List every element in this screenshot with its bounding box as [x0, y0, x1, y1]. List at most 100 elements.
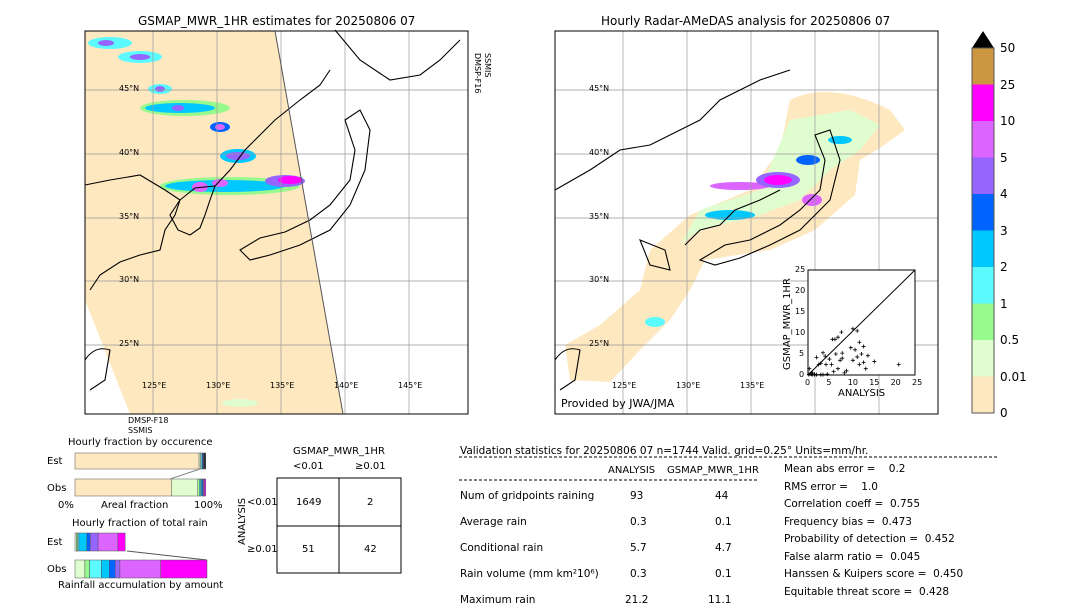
- scatter-point: [850, 358, 855, 363]
- lon-label-left: 145°E: [398, 381, 423, 390]
- bar-segment: [86, 532, 91, 552]
- bar-segment: [117, 532, 126, 552]
- scatter-ytick: 0: [799, 370, 805, 379]
- lat-label-left: 25°N: [119, 339, 140, 348]
- rain-title: Hourly fraction of total rain: [72, 518, 208, 529]
- stats-header: Validation statistics for 20250806 07 n=…: [460, 445, 869, 457]
- scatter-plot: [806, 269, 916, 377]
- scatter-point: [855, 354, 860, 359]
- scatter-ytick: 10: [795, 328, 806, 337]
- bar-segment: [203, 452, 206, 470]
- bar-segment: [89, 532, 99, 552]
- rain-xlabel: Rainfall accumulation by amount: [58, 580, 224, 591]
- score-line: Frequency bias = 0.473: [784, 515, 912, 528]
- score-line: Mean abs error = 0.2: [784, 463, 906, 475]
- scatter-ytick: 25: [795, 265, 806, 274]
- scatter-xtick: 15: [869, 378, 880, 387]
- scatter-point: [863, 366, 868, 371]
- stats-col-analysis: ANALYSIS: [608, 465, 656, 476]
- stat-gsmap-value: 44: [715, 490, 729, 502]
- lat-label-right: 45°N: [589, 84, 610, 93]
- scatter-point: [832, 337, 837, 342]
- scatter-point: [859, 352, 864, 356]
- bar-segment: [119, 559, 162, 579]
- lon-label-left: 140°E: [334, 381, 359, 390]
- stat-row-label: Num of gridpoints raining: [460, 490, 595, 502]
- scatter-point: [844, 368, 849, 373]
- bar-segment: [115, 559, 121, 579]
- ct-row-0: <0.01: [247, 497, 278, 508]
- scatter-point: [818, 361, 823, 366]
- scatter-point: [838, 358, 843, 363]
- ct-cell-00: 1649: [296, 497, 322, 508]
- left-map-frame: [84, 30, 469, 415]
- score-line: RMS error = 1.0: [784, 480, 878, 493]
- bar-segment: [78, 532, 88, 552]
- ct-title: GSMAP_MWR_1HR: [293, 446, 385, 457]
- ct-col-1: ≥0.01: [355, 461, 386, 472]
- ct-cell-10: 51: [302, 544, 315, 555]
- score-line: Equitable threat score = 0.428: [784, 585, 950, 598]
- colorbar-label: 10: [1000, 114, 1016, 128]
- scatter-point: [861, 344, 866, 349]
- bar-segment: [84, 559, 90, 579]
- left-rain-cells: [88, 37, 305, 407]
- bar-segment: [109, 559, 116, 579]
- scatter-point: [835, 335, 840, 340]
- lat-label-right: 35°N: [589, 212, 610, 221]
- occ-est-label: Est: [47, 456, 63, 467]
- one-to-one-line: [807, 269, 916, 376]
- scatter-point: [831, 369, 836, 374]
- colorbar-label: 25: [1000, 77, 1016, 92]
- tick-0: 0%: [58, 500, 74, 511]
- stat-analysis-value: 0.3: [630, 516, 647, 528]
- colorbar-label: 5: [1000, 150, 1008, 165]
- scatter-ytick: 15: [795, 307, 806, 316]
- sat-label-top: DMSP-F16: [473, 53, 482, 94]
- stat-row-label: Average rain: [460, 516, 527, 528]
- rain-obs-label: Obs: [47, 564, 67, 575]
- left-swath: [85, 31, 343, 414]
- scatter-point: [857, 362, 862, 367]
- stat-gsmap-value: 0.1: [715, 516, 732, 528]
- colorbar-swatch: [972, 340, 994, 377]
- score-line: False alarm ratio = 0.045: [784, 550, 921, 563]
- scatter-xlabel: ANALYSIS: [838, 388, 886, 399]
- bar-segment: [204, 478, 206, 497]
- ct-cell-11: 42: [364, 544, 377, 555]
- lat-label-right: 40°N: [589, 148, 610, 157]
- scatter-ytick: 20: [795, 286, 806, 295]
- colorbar-swatch: [972, 303, 994, 340]
- colorbar: [971, 31, 995, 414]
- sat-label-bottom: DMSP-F18: [128, 416, 169, 425]
- scatter-point: [840, 351, 845, 356]
- scatter-point: [823, 354, 828, 359]
- scatter-point: [865, 353, 870, 358]
- scatter-xtick: 5: [826, 378, 832, 387]
- rain-est-label: Est: [47, 537, 63, 548]
- stat-gsmap-value: 0.1: [715, 568, 732, 580]
- scatter-point: [861, 360, 866, 365]
- colorbar-label: 4: [1000, 187, 1008, 201]
- colorbar-swatch: [972, 157, 994, 194]
- scatter-xtick: 20: [890, 378, 901, 387]
- scatter-point: [814, 372, 819, 377]
- scatter-point: [829, 362, 834, 367]
- colorbar-swatch: [972, 84, 994, 121]
- stat-row-label: Maximum rain: [460, 594, 536, 606]
- lat-label-left: 45°N: [119, 84, 140, 93]
- colorbar-label: 0.5: [1000, 333, 1020, 347]
- scatter-point: [850, 326, 855, 331]
- sat-label-top-sensor: SSMIS: [483, 53, 492, 78]
- lon-label-left: 125°E: [142, 381, 167, 390]
- occ-xlabel: Areal fraction: [101, 500, 169, 511]
- scatter-xtick: 10: [847, 378, 858, 387]
- colorbar-label: 1: [1000, 296, 1008, 311]
- colorbar-swatch: [972, 230, 994, 267]
- bar-segment: [101, 559, 110, 579]
- stat-analysis-value: 21.2: [625, 594, 649, 606]
- scatter-point: [816, 362, 821, 367]
- score-line: Correlation coeff = 0.755: [784, 498, 920, 510]
- bar-segment: [89, 559, 102, 579]
- colorbar-label: 2: [1000, 260, 1008, 274]
